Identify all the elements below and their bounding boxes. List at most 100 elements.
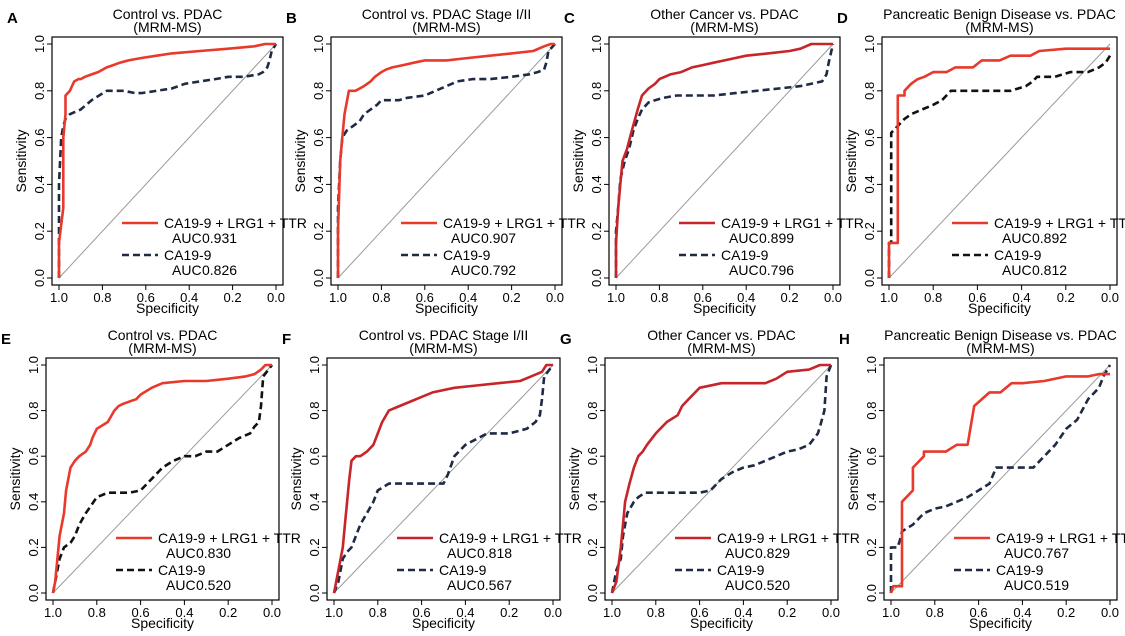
auc-text: AUC [729,262,759,278]
y-tick-label: 0.8 [589,82,604,100]
x-axis-label: Specificity [131,615,194,631]
panel-letter: E [1,331,11,348]
auc-value: 0.767 [1034,545,1069,561]
plot-frame [51,36,284,286]
auc-value: 0.829 [755,545,790,561]
x-axis-label: Specificity [693,300,756,316]
legend-label: CA19-9 + LRG1 + TTR [994,215,1125,231]
panel-letter: H [839,331,850,348]
roc-curve-ca19-9 [51,364,274,594]
x-tick-label: 1.0 [607,290,625,305]
chart-title-line: Other Cancer vs. PDAC [647,327,796,343]
x-tick-label: 1.0 [882,605,900,620]
auc-text: AUC [1004,545,1034,561]
x-tick-label: 0.0 [1101,605,1119,620]
x-axis-label: Specificity [412,615,475,631]
y-tick-label: 0.8 [862,82,877,100]
y-tick-label: 0.4 [26,493,41,511]
y-tick-label: 0.0 [864,584,879,602]
roc-curve-combined [336,42,555,278]
roc-curve-combined [889,372,1110,594]
x-axis-label: Specificity [415,300,478,316]
x-tick-label: 0.0 [544,605,562,620]
x-tick-label: 0.4 [180,290,198,305]
roc-curve-ca19-9 [889,364,1112,593]
x-tick-label: 1.0 [329,290,347,305]
auc-value: 0.892 [1032,230,1067,246]
y-tick-label: 0.0 [32,269,47,287]
x-tick-label: 1.0 [603,605,621,620]
panel-letter: B [286,10,297,27]
y-tick-label: 0.2 [862,222,877,240]
y-tick-label: 0.8 [864,402,879,420]
y-tick-label: 0.4 [307,493,322,511]
chart-title-line: (MRM-MS) [409,340,477,356]
x-tick-label: 0.8 [650,290,668,305]
panel-letter: A [7,10,18,27]
auc-text: AUC [729,230,759,246]
x-tick-label: 0.6 [137,290,155,305]
legend-label: CA19-9 + LRG1 + TTR [443,215,586,231]
x-tick-label: 0.4 [1013,290,1031,305]
auc-text: AUC [725,577,755,593]
legend-label: CA19-9 + LRG1 + TTR [439,530,582,546]
plot-frame [881,36,1118,286]
y-tick-label: 0.0 [26,584,41,602]
y-tick-label: 0.6 [862,129,877,147]
diagonal-reference-line [337,43,556,279]
y-tick-label: 0.0 [862,269,877,287]
x-tick-label: 0.0 [824,290,842,305]
panel-f: F Control vs. PDAC Stage I/II(MRM-MS) 0.0 0… [282,327,582,631]
plot-frame [45,357,280,601]
auc-text: AUC [166,577,196,593]
panel-h: H Pancreatic Benign Disease vs. PDAC(MRM-… [839,327,1125,631]
roc-curve-combined [610,363,831,594]
x-tick-label: 0.6 [694,290,712,305]
legend-label: CA19-9 + LRG1 + TTR [996,530,1125,546]
auc-value: 0.826 [202,262,237,278]
y-axis-label: Sensitivity [292,129,308,192]
auc-text: AUC [447,577,477,593]
panel-e: E Control vs. PDAC(MRM-MS) 0.0 0.2 0.4 0.6 0.8… [1,327,301,631]
y-tick-label: 1.0 [307,356,322,374]
chart-title-line: Control vs. PDAC [113,6,223,22]
x-tick-label: 0.0 [263,605,281,620]
legend-label: CA19-9 [158,562,206,578]
roc-curve-ca19-9 [887,55,1112,278]
x-axis-label: Specificity [968,300,1031,316]
plot-frame [330,36,563,286]
roc-curve-ca19-9 [332,364,555,594]
x-tick-label: 0.6 [416,290,434,305]
y-tick-label: 0.4 [585,493,600,511]
y-tick-label: 1.0 [311,35,326,53]
y-tick-label: 0.2 [311,222,326,240]
legend-label: CA19-9 + LRG1 + TTR [164,215,307,231]
x-tick-label: 0.4 [175,605,193,620]
legend-label: CA19-9 + LRG1 + TTR [717,530,860,546]
y-tick-label: 0.2 [864,538,879,556]
x-axis-label: Specificity [690,615,753,631]
roc-curve-combined [614,42,833,278]
x-tick-label: 0.8 [647,605,665,620]
y-tick-label: 0.8 [26,402,41,420]
roc-curve-combined [887,47,1110,278]
x-tick-label: 0.2 [503,290,521,305]
y-tick-label: 0.0 [307,584,322,602]
y-tick-label: 0.6 [589,129,604,147]
auc-text: AUC [447,545,477,561]
x-tick-label: 1.0 [50,290,68,305]
plot-frame [326,357,561,601]
auc-value: 0.931 [202,230,237,246]
x-tick-label: 0.6 [691,605,709,620]
x-tick-label: 0.4 [734,605,752,620]
auc-value: 0.519 [1034,577,1069,593]
auc-value: 0.520 [755,577,790,593]
auc-value: 0.796 [759,262,794,278]
panel-b: B Control vs. PDAC Stage I/II(MRM-MS) 0.0 0… [286,6,586,316]
chart-title-line: Control vs. PDAC Stage I/II [362,6,532,22]
y-axis-label: Sensitivity [566,447,582,510]
x-tick-label: 0.2 [781,290,799,305]
y-tick-label: 0.8 [32,82,47,100]
diagonal-reference-line [888,43,1111,279]
chart-title-line: Pancreatic Benign Disease vs. PDAC [883,6,1116,22]
